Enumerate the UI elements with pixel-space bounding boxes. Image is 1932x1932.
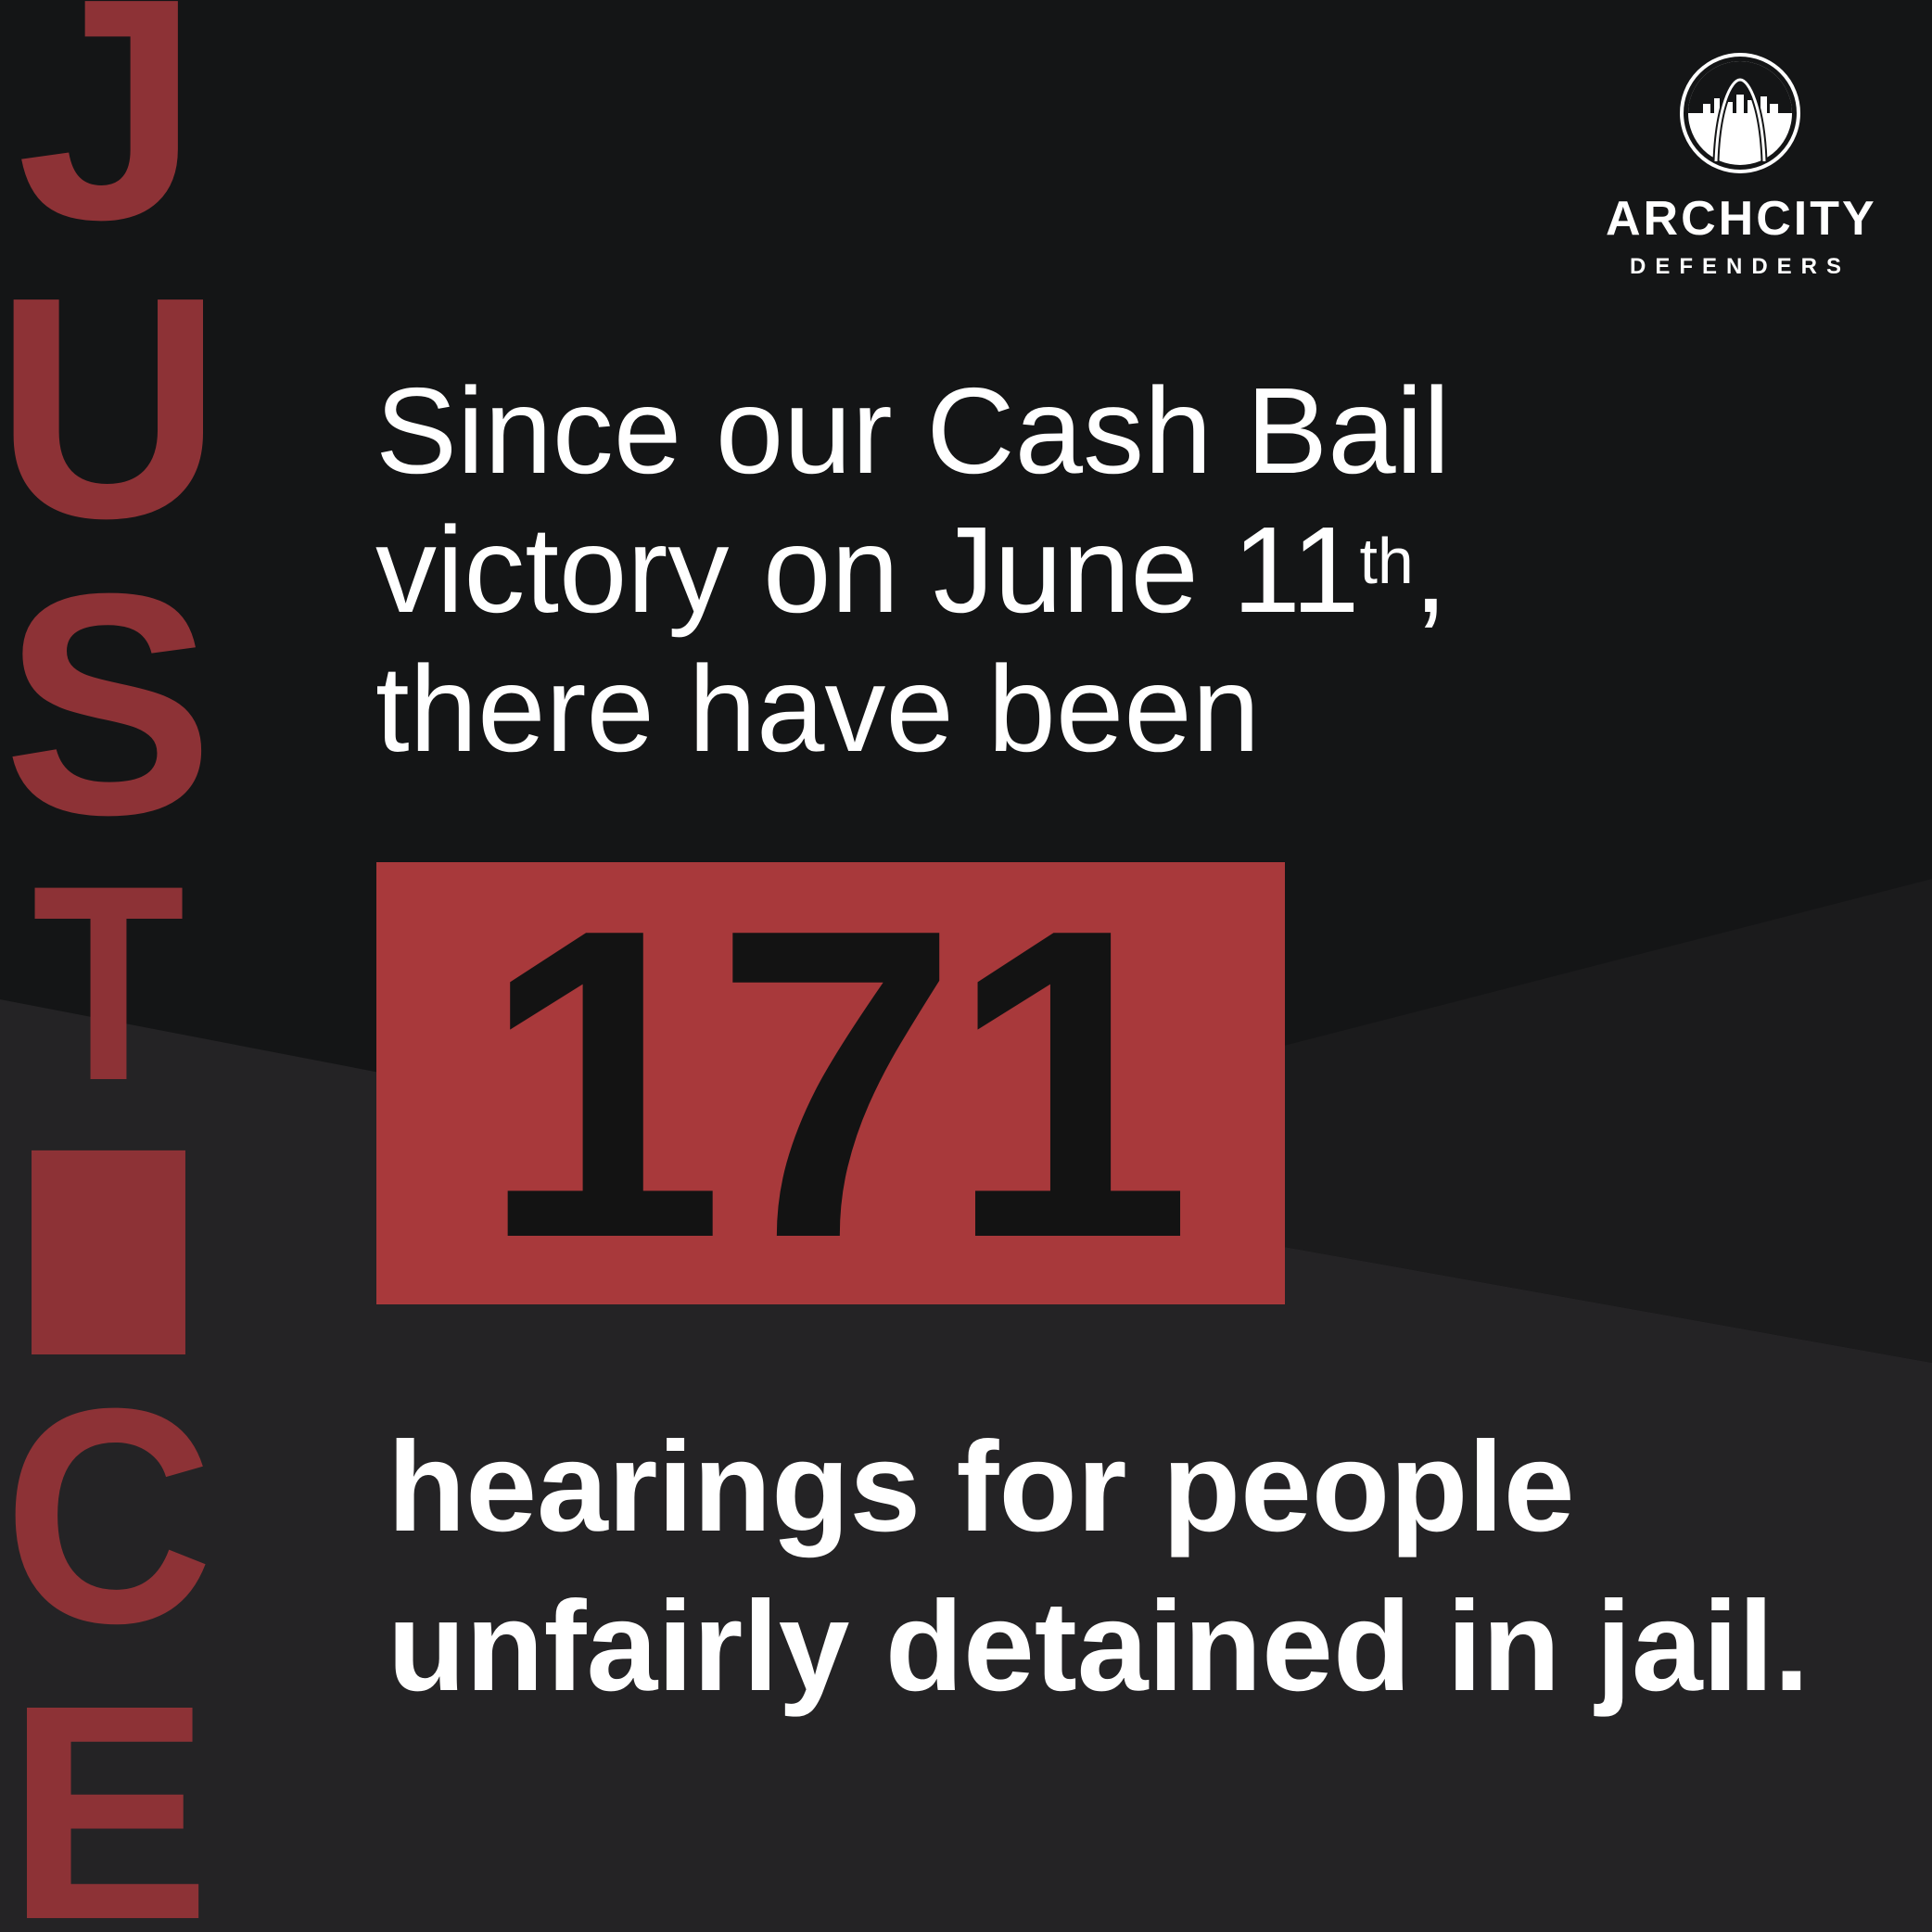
- intro-line-2-comma: ,: [1413, 502, 1448, 638]
- hearing-count: 171: [479, 837, 1193, 1329]
- letter-i: I: [0, 1103, 559, 1400]
- intro-line-3: there have been: [375, 641, 1261, 777]
- count-box: 171: [376, 862, 1285, 1304]
- archcity-logo: ARCHCITY DEFENDERS: [1606, 52, 1875, 278]
- logo-name: ARCHCITY: [1606, 192, 1877, 246]
- letter-s: S: [3, 528, 214, 881]
- intro-line-1: Since our Cash Bail: [375, 362, 1451, 499]
- letter-e: E: [6, 1641, 211, 1932]
- outro-text: hearings for people unfairly detained in…: [388, 1407, 1908, 1726]
- letter-t: T: [32, 827, 185, 1138]
- intro-line-2-main: victory on June 11: [375, 502, 1360, 638]
- right-band-shape: [1284, 879, 1932, 1363]
- ordinal-suffix: th: [1359, 525, 1414, 597]
- logo-subtitle: DEFENDERS: [1629, 254, 1851, 279]
- outro-line-2: unfairly detained in jail.: [388, 1575, 1810, 1718]
- letter-u: U: [0, 232, 222, 584]
- intro-line-2: victory on June 11th,: [375, 501, 1673, 640]
- arch-skyline-icon: [1680, 53, 1800, 173]
- outro-line-1: hearings for people: [388, 1416, 1575, 1558]
- intro-text: Since our Cash Bail victory on June 11th…: [375, 362, 1673, 779]
- letter-c: C: [3, 1344, 214, 1686]
- letter-j: J: [16, 0, 201, 286]
